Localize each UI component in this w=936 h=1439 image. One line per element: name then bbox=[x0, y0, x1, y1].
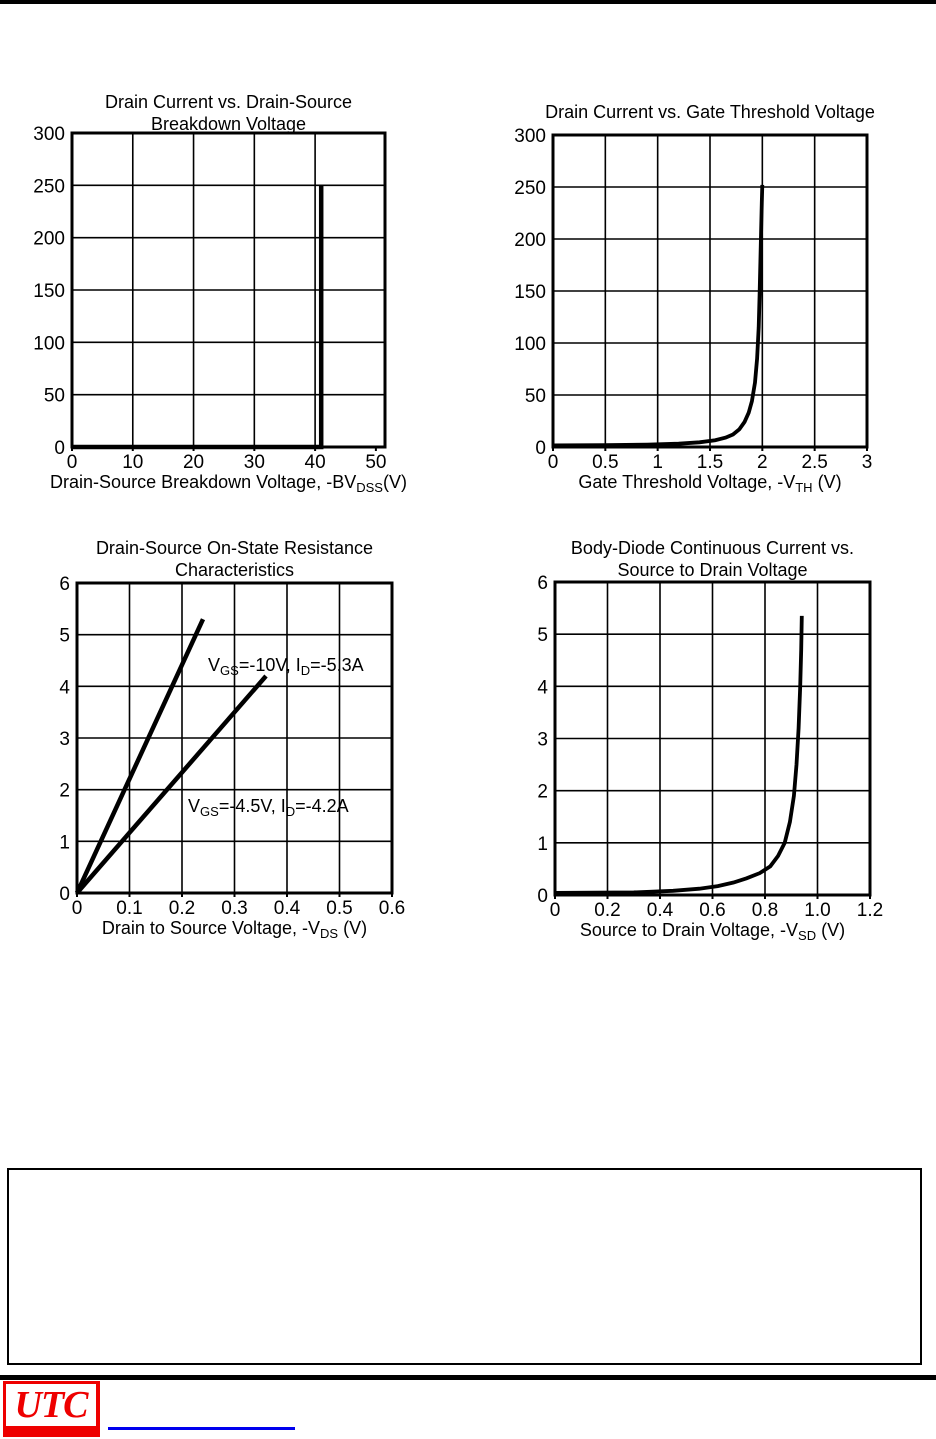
chart-title: Source to Drain Voltage bbox=[617, 560, 807, 580]
x-tick-label: 0.3 bbox=[221, 898, 247, 919]
x-tick-label: 1.0 bbox=[804, 900, 830, 921]
y-tick-label: 300 bbox=[514, 126, 546, 147]
chart-title: Drain-Source On-State Resistance bbox=[96, 538, 373, 558]
x-tick-label: 0.1 bbox=[116, 898, 142, 919]
x-tick-label: 50 bbox=[365, 452, 386, 473]
chart-title: Breakdown Voltage bbox=[151, 114, 306, 134]
chart-title: Drain Current vs. Drain-Source bbox=[105, 92, 352, 112]
y-tick-label: 250 bbox=[33, 176, 65, 197]
x-tick-label: 40 bbox=[305, 452, 326, 473]
x-tick-label: 1.5 bbox=[697, 452, 723, 473]
x-tick-label: 0.6 bbox=[699, 900, 725, 921]
x-axis-label: Source to Drain Voltage, -VSD (V) bbox=[580, 920, 845, 943]
y-tick-label: 3 bbox=[537, 730, 548, 751]
data-curve-breakdown-limit bbox=[72, 185, 324, 450]
y-tick-label: 150 bbox=[33, 281, 65, 302]
series-annotation: VGS=-10V, ID=-5.3A bbox=[208, 655, 364, 678]
x-tick-label: 10 bbox=[122, 452, 143, 473]
y-tick-label: 50 bbox=[525, 386, 546, 407]
x-tick-label: 0 bbox=[72, 898, 83, 919]
x-tick-label: 0.4 bbox=[274, 898, 301, 919]
x-tick-label: 0.8 bbox=[752, 900, 778, 921]
x-tick-label: 0.2 bbox=[594, 900, 620, 921]
y-tick-label: 1 bbox=[537, 834, 548, 855]
y-tick-label: 3 bbox=[59, 729, 70, 750]
x-tick-label: 2 bbox=[757, 452, 768, 473]
y-tick-label: 5 bbox=[59, 626, 70, 647]
x-tick-label: 0.5 bbox=[326, 898, 352, 919]
chart-drain-current-vs-gate-threshold-voltage: 0 0.5 1 1.5 2 2.5 3 0 50 100 150 200 250 300 Drain Cur… bbox=[514, 102, 875, 495]
x-tick-label: 1 bbox=[652, 452, 663, 473]
utc-logo: UTC bbox=[3, 1381, 100, 1437]
x-tick-label: 0 bbox=[550, 900, 561, 921]
x-tick-label: 20 bbox=[183, 452, 204, 473]
footer-link-underline bbox=[108, 1427, 295, 1430]
y-tick-label: 200 bbox=[514, 230, 546, 251]
y-tick-label: 4 bbox=[537, 677, 548, 698]
y-tick-label: 2 bbox=[537, 782, 548, 803]
y-tick-label: 0 bbox=[54, 438, 65, 459]
x-axis-label: Drain to Source Voltage, -VDS (V) bbox=[102, 918, 367, 941]
data-curve-vgs-minus-10v-id-minus-5p3a bbox=[74, 618, 206, 894]
x-tick-label: 0.4 bbox=[647, 900, 674, 921]
x-tick-label: 0 bbox=[67, 452, 78, 473]
y-tick-label: 0 bbox=[535, 438, 546, 459]
top-rule bbox=[0, 0, 936, 4]
y-tick-label: 200 bbox=[33, 229, 65, 250]
chart-title: Body-Diode Continuous Current vs. bbox=[571, 538, 854, 558]
y-tick-label: 300 bbox=[33, 124, 65, 145]
y-tick-label: 6 bbox=[59, 574, 70, 595]
x-tick-label: 0.6 bbox=[379, 898, 405, 919]
y-tick-label: 4 bbox=[59, 677, 70, 698]
data-curve-gate-threshold bbox=[552, 184, 765, 448]
y-tick-label: 0 bbox=[59, 884, 70, 905]
x-tick-label: 30 bbox=[244, 452, 265, 473]
chart-on-state-resistance-characteristics: 0 0.1 0.2 0.3 0.4 0.5 0.6 0 1 2 3 4 5 6 Drain-Source O… bbox=[59, 538, 405, 941]
x-tick-label: 1.2 bbox=[857, 900, 883, 921]
y-tick-label: 5 bbox=[537, 625, 548, 646]
chart-body-diode-current-vs-source-drain-voltage: 0 0.2 0.4 0.6 0.8 1.0 1.2 0 1 2 3 4 5 6 Body-Diode Con… bbox=[537, 538, 883, 943]
x-tick-label: 3 bbox=[862, 452, 873, 473]
x-tick-label: 0.2 bbox=[169, 898, 195, 919]
chart-drain-current-vs-breakdown-voltage: 0 10 20 30 40 50 0 50 100 150 200 250 300 Drain Curre… bbox=[33, 92, 407, 495]
notes-box bbox=[7, 1168, 922, 1365]
chart-title: Drain Current vs. Gate Threshold Voltage bbox=[545, 102, 875, 122]
data-curve-vgs-minus-4p5v-id-minus-4p2a bbox=[75, 674, 268, 895]
y-tick-label: 100 bbox=[33, 333, 65, 354]
y-tick-label: 250 bbox=[514, 178, 546, 199]
series-annotation: VGS=-4.5V, ID=-4.2A bbox=[188, 796, 349, 819]
x-axis-label: Gate Threshold Voltage, -VTH (V) bbox=[578, 472, 841, 495]
y-tick-label: 150 bbox=[514, 282, 546, 303]
x-tick-label: 0.5 bbox=[592, 452, 618, 473]
utc-logo-text: UTC bbox=[14, 1384, 89, 1426]
y-tick-label: 0 bbox=[537, 886, 548, 907]
x-axis-label: Drain-Source Breakdown Voltage, -BVDSS(V… bbox=[50, 472, 407, 495]
y-tick-label: 50 bbox=[44, 386, 65, 407]
chart-title: Characteristics bbox=[175, 560, 294, 580]
y-tick-label: 2 bbox=[59, 781, 70, 802]
y-tick-label: 6 bbox=[537, 573, 548, 594]
footer-rule bbox=[0, 1375, 936, 1380]
x-tick-label: 2.5 bbox=[801, 452, 827, 473]
y-tick-label: 100 bbox=[514, 334, 546, 355]
y-tick-label: 1 bbox=[59, 832, 70, 853]
x-tick-label: 0 bbox=[548, 452, 559, 473]
data-curve-body-diode-forward bbox=[554, 615, 804, 895]
utc-logo-inner: UTC bbox=[6, 1384, 96, 1426]
